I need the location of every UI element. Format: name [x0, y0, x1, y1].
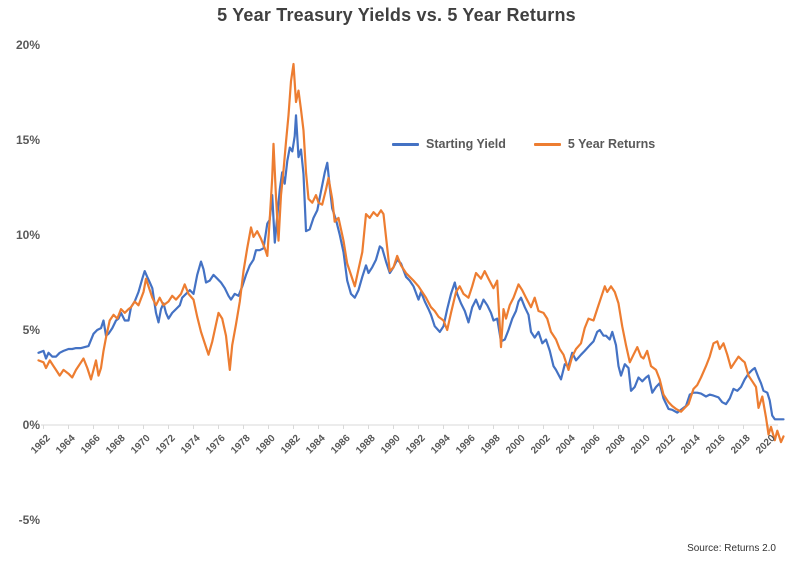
y-axis-tick-label: 0%	[22, 418, 40, 432]
chart-title: 5 Year Treasury Yields vs. 5 Year Return…	[217, 5, 576, 25]
y-axis-tick-label: 5%	[22, 323, 40, 337]
source-note: Source: Returns 2.0	[687, 543, 776, 554]
legend-item-5-year-returns: 5 Year Returns	[533, 137, 656, 151]
y-axis-tick-label: 15%	[15, 133, 40, 147]
legend-label: 5 Year Returns	[567, 137, 656, 151]
legend-line-swatch	[533, 142, 561, 146]
starting-yield-line	[37, 114, 785, 421]
legend-item-starting-yield: Starting Yield	[392, 137, 506, 151]
chart-legend: Starting Yield 5 Year Returns	[392, 137, 655, 151]
y-axis-tick-label: 20%	[15, 38, 40, 52]
y-axis-tick-label: -5%	[18, 513, 40, 527]
y-axis-tick-label: 10%	[15, 228, 40, 242]
5-year-returns-line	[37, 62, 785, 444]
legend-line-swatch	[392, 142, 419, 146]
legend-label: Starting Yield	[426, 137, 506, 151]
